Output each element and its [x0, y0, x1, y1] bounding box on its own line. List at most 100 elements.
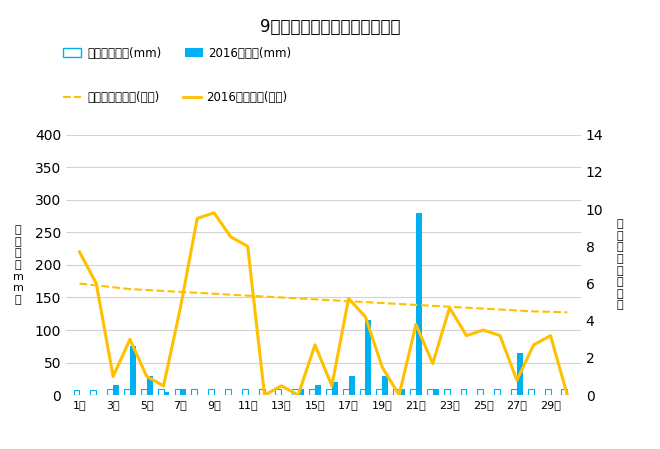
- 日照時間平年値(時間): [328, 298, 336, 303]
- 日照時間平年値(時間): [244, 293, 251, 298]
- 日照時間平年値(時間): [345, 299, 352, 304]
- 2016日照時間(時間): [564, 392, 572, 398]
- Line: 2016日照時間(時間): 2016日照時間(時間): [79, 213, 568, 395]
- Bar: [191, 389, 197, 395]
- 2016日照時間(時間): [345, 296, 352, 301]
- 2016日照時間(時間): [126, 337, 134, 342]
- Bar: [275, 389, 281, 395]
- 日照時間平年値(時間): [429, 303, 437, 308]
- Bar: [416, 213, 422, 395]
- 2016日照時間(時間): [328, 383, 336, 388]
- 日照時間平年値(時間): [546, 309, 554, 314]
- 日照時間平年値(時間): [176, 289, 184, 295]
- Bar: [433, 389, 439, 395]
- Text: 9月降水量・日照時間（日別）: 9月降水量・日照時間（日別）: [260, 18, 400, 36]
- Bar: [427, 389, 433, 395]
- 日照時間平年値(時間): [530, 309, 538, 314]
- 日照時間平年値(時間): [479, 306, 487, 311]
- Bar: [461, 389, 467, 395]
- 日照時間平年値(時間): [564, 310, 572, 315]
- Bar: [141, 389, 147, 395]
- 日照時間平年値(時間): [395, 301, 403, 307]
- Bar: [343, 389, 348, 395]
- 2016日照時間(時間): [395, 392, 403, 398]
- 日照時間平年値(時間): [311, 297, 319, 302]
- Bar: [410, 389, 416, 395]
- Bar: [292, 389, 298, 395]
- Bar: [124, 389, 130, 395]
- 日照時間平年値(時間): [362, 299, 370, 305]
- 2016日照時間(時間): [261, 392, 269, 398]
- Y-axis label: 日
照
時
間
（
時
間
）: 日 照 時 間 （ 時 間 ）: [616, 219, 623, 311]
- 2016日照時間(時間): [496, 333, 504, 338]
- 2016日照時間(時間): [244, 244, 251, 249]
- 日照時間平年値(時間): [160, 288, 168, 294]
- 2016日照時間(時間): [530, 342, 538, 348]
- Bar: [225, 389, 231, 395]
- 2016日照時間(時間): [210, 210, 218, 216]
- 2016日照時間(時間): [277, 383, 285, 388]
- Legend: 日照時間平年値(時間), 2016日照時間(時間): 日照時間平年値(時間), 2016日照時間(時間): [59, 87, 292, 109]
- 2016日照時間(時間): [463, 333, 471, 338]
- 日照時間平年値(時間): [210, 291, 218, 296]
- Line: 日照時間平年値(時間): 日照時間平年値(時間): [79, 283, 568, 313]
- 日照時間平年値(時間): [277, 295, 285, 300]
- 日照時間平年値(時間): [446, 304, 453, 309]
- 2016日照時間(時間): [546, 333, 554, 338]
- 日照時間平年値(時間): [378, 300, 386, 306]
- Bar: [315, 385, 321, 395]
- Bar: [147, 375, 152, 395]
- Bar: [382, 375, 388, 395]
- 2016日照時間(時間): [479, 327, 487, 333]
- 日照時間平年値(時間): [126, 286, 134, 292]
- 2016日照時間(時間): [143, 374, 150, 379]
- 日照時間平年値(時間): [412, 302, 420, 308]
- 2016日照時間(時間): [412, 322, 420, 327]
- Bar: [517, 353, 523, 395]
- 2016日照時間(時間): [176, 305, 184, 310]
- Bar: [477, 389, 483, 395]
- Bar: [174, 389, 180, 395]
- 日照時間平年値(時間): [92, 283, 100, 288]
- 日照時間平年値(時間): [463, 305, 471, 310]
- Bar: [332, 382, 338, 395]
- Bar: [158, 389, 164, 395]
- Bar: [130, 346, 136, 395]
- 2016日照時間(時間): [193, 216, 201, 221]
- Bar: [348, 375, 354, 395]
- 日照時間平年値(時間): [143, 287, 150, 293]
- Bar: [511, 389, 517, 395]
- Bar: [326, 389, 332, 395]
- Bar: [376, 389, 382, 395]
- Bar: [309, 389, 315, 395]
- Bar: [208, 389, 214, 395]
- 2016日照時間(時間): [513, 378, 521, 383]
- Bar: [366, 320, 372, 395]
- Bar: [242, 389, 248, 395]
- Bar: [73, 390, 79, 395]
- Bar: [528, 389, 534, 395]
- Bar: [298, 389, 304, 395]
- Bar: [544, 389, 550, 395]
- 日照時間平年値(時間): [261, 294, 269, 299]
- Legend: 降水量平年値(mm), 2016降水量(mm): 降水量平年値(mm), 2016降水量(mm): [59, 42, 296, 64]
- Bar: [113, 385, 119, 395]
- 2016日照時間(時間): [92, 281, 100, 286]
- 2016日照時間(時間): [294, 392, 302, 398]
- 2016日照時間(時間): [160, 383, 168, 388]
- 日照時間平年値(時間): [75, 281, 83, 286]
- Bar: [444, 389, 449, 395]
- Bar: [164, 392, 170, 395]
- 日照時間平年値(時間): [109, 285, 117, 290]
- Bar: [107, 389, 113, 395]
- 2016日照時間(時間): [311, 342, 319, 348]
- 2016日照時間(時間): [429, 361, 437, 366]
- 日照時間平年値(時間): [496, 307, 504, 312]
- Bar: [180, 389, 186, 395]
- Bar: [393, 389, 399, 395]
- 2016日照時間(時間): [75, 249, 83, 255]
- Bar: [399, 389, 405, 395]
- 2016日照時間(時間): [227, 234, 235, 240]
- Bar: [90, 390, 96, 395]
- 2016日照時間(時間): [378, 365, 386, 370]
